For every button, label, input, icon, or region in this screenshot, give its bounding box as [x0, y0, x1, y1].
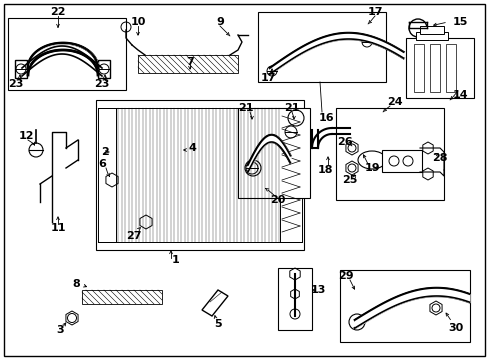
Text: 6: 6 — [98, 159, 106, 169]
Text: 25: 25 — [342, 175, 357, 185]
Text: 26: 26 — [337, 137, 352, 147]
Text: 20: 20 — [270, 195, 285, 205]
Text: 7: 7 — [186, 57, 193, 67]
Bar — [381, 150, 421, 172]
Text: 8: 8 — [72, 279, 80, 289]
Text: 10: 10 — [130, 17, 145, 27]
Text: 22: 22 — [50, 7, 65, 17]
Bar — [339, 270, 469, 342]
Bar — [413, 44, 423, 92]
Text: 9: 9 — [216, 17, 224, 27]
Text: 2: 2 — [101, 147, 109, 157]
Text: 19: 19 — [364, 163, 379, 173]
Bar — [98, 108, 116, 242]
Text: 23: 23 — [94, 79, 109, 89]
Text: 24: 24 — [386, 97, 402, 107]
Text: 17: 17 — [366, 7, 382, 17]
Bar — [98, 60, 110, 78]
Text: 4: 4 — [188, 143, 196, 153]
Text: 21: 21 — [284, 103, 299, 113]
Bar — [415, 32, 447, 40]
Text: 30: 30 — [447, 323, 463, 333]
Text: 27: 27 — [126, 231, 142, 241]
Bar — [82, 290, 162, 304]
Text: 12: 12 — [18, 131, 34, 141]
Bar — [163, 136, 178, 144]
Bar — [445, 44, 455, 92]
Bar — [280, 108, 302, 242]
Bar — [8, 18, 126, 90]
Bar — [419, 26, 443, 34]
Text: 18: 18 — [317, 165, 332, 175]
Text: 5: 5 — [214, 319, 222, 329]
Text: 15: 15 — [451, 17, 467, 27]
Bar — [335, 108, 443, 200]
Bar — [160, 142, 182, 158]
Bar — [138, 55, 238, 73]
Text: 28: 28 — [431, 153, 447, 163]
Bar — [96, 100, 304, 250]
Bar — [278, 268, 311, 330]
Text: 23: 23 — [8, 79, 23, 89]
Text: 11: 11 — [50, 223, 65, 233]
Bar — [258, 12, 385, 82]
Text: 3: 3 — [56, 325, 63, 335]
Text: 14: 14 — [451, 90, 467, 100]
Bar — [405, 38, 473, 98]
Text: 29: 29 — [338, 271, 353, 281]
Text: 13: 13 — [310, 285, 325, 295]
Text: 17: 17 — [260, 73, 275, 83]
Bar — [15, 60, 27, 78]
Bar — [429, 44, 439, 92]
Text: 16: 16 — [318, 113, 333, 123]
Bar — [238, 108, 309, 198]
Text: 1: 1 — [172, 255, 180, 265]
Text: 21: 21 — [238, 103, 253, 113]
